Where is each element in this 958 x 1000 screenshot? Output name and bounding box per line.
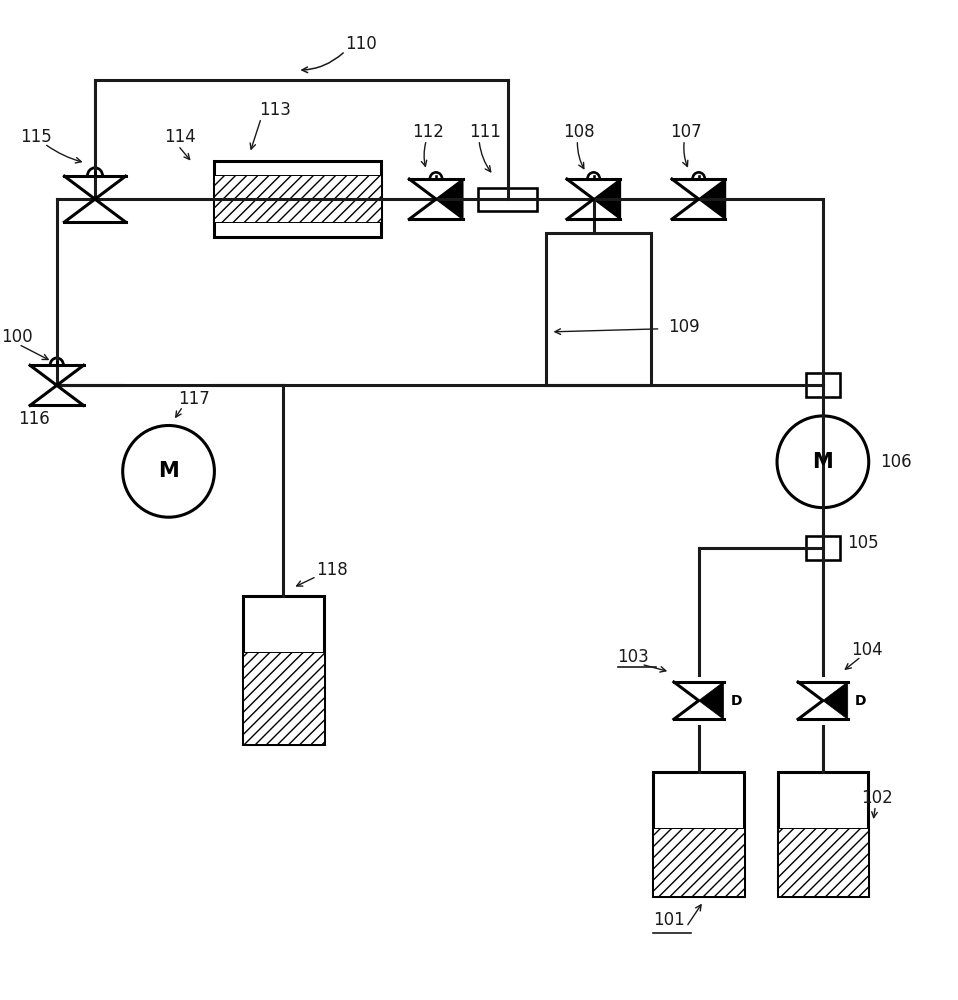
- Text: 114: 114: [164, 128, 195, 146]
- Polygon shape: [436, 179, 463, 219]
- Bar: [653, 828, 744, 896]
- Bar: [806, 373, 840, 397]
- Text: 104: 104: [852, 641, 883, 659]
- Polygon shape: [823, 682, 848, 719]
- Text: 116: 116: [18, 410, 51, 428]
- Bar: [778, 772, 868, 896]
- Text: 105: 105: [847, 534, 878, 552]
- Text: 109: 109: [668, 318, 699, 336]
- Bar: [778, 828, 868, 896]
- Text: 100: 100: [1, 328, 33, 346]
- Text: 106: 106: [880, 453, 912, 471]
- Polygon shape: [698, 682, 723, 719]
- Bar: [653, 772, 744, 896]
- Text: D: D: [731, 694, 742, 708]
- Bar: [214, 175, 381, 222]
- Polygon shape: [594, 179, 621, 219]
- Text: D: D: [855, 694, 867, 708]
- Text: 118: 118: [316, 561, 349, 579]
- Text: 107: 107: [670, 123, 701, 141]
- Text: 102: 102: [861, 789, 893, 807]
- Bar: [546, 233, 650, 385]
- Text: M: M: [158, 461, 179, 481]
- Text: 101: 101: [652, 911, 685, 929]
- Text: 111: 111: [469, 123, 501, 141]
- Bar: [214, 161, 381, 237]
- Text: M: M: [812, 452, 833, 472]
- Text: 112: 112: [412, 123, 444, 141]
- Text: 115: 115: [20, 128, 53, 146]
- Bar: [242, 596, 324, 744]
- Bar: [242, 652, 324, 744]
- Bar: [806, 536, 840, 560]
- Text: 110: 110: [345, 35, 377, 53]
- Text: 108: 108: [563, 123, 595, 141]
- Text: 117: 117: [178, 390, 210, 408]
- Polygon shape: [698, 179, 725, 219]
- Text: 103: 103: [618, 648, 650, 666]
- Text: 113: 113: [260, 101, 291, 119]
